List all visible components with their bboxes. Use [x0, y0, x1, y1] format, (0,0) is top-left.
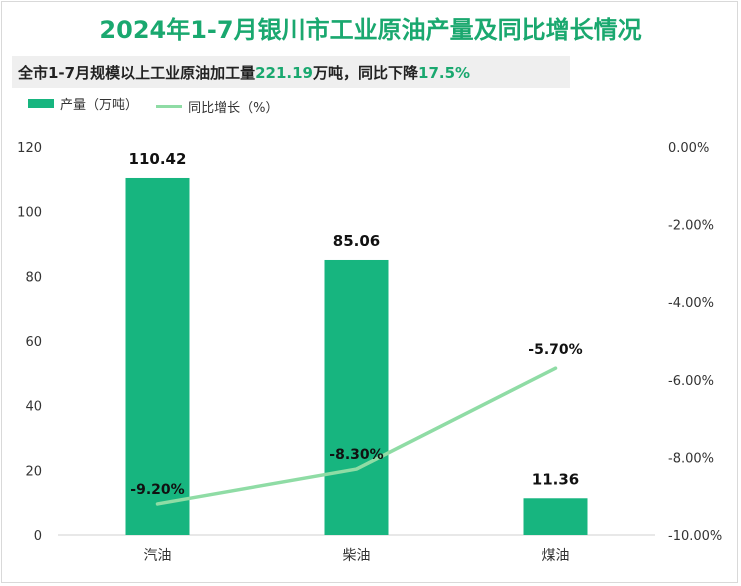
summary-mid: 万吨，同比下降: [313, 64, 419, 82]
legend-line-label: 同比增长（%）: [188, 101, 279, 116]
growth-value-label: -8.30%: [329, 447, 383, 463]
y-left-tick-label: 80: [25, 270, 42, 285]
x-category-label: 汽油: [144, 548, 172, 564]
y-left-tick-label: 60: [25, 335, 42, 350]
legend: 产量（万吨） 同比增长（%）: [28, 94, 293, 116]
y-right-tick-label: -4.00%: [668, 296, 714, 311]
legend-bar-label: 产量（万吨）: [60, 98, 139, 113]
legend-item-line: 同比增长（%）: [156, 97, 279, 116]
y-left-tick-label: 100: [17, 206, 42, 221]
summary-rate: 17.5%: [418, 64, 471, 82]
y-right-tick-label: -8.00%: [668, 451, 714, 466]
x-category-label: 柴油: [343, 548, 371, 564]
growth-value-label: -9.20%: [130, 482, 184, 498]
bar-3: [523, 498, 588, 535]
bar-value-label: 11.36: [532, 470, 579, 488]
growth-value-label: -5.70%: [528, 342, 582, 358]
summary-prefix: 全市1-7月规模以上工业原油加工量: [18, 64, 256, 82]
y-left-tick-label: 120: [17, 141, 42, 156]
growth-point: [355, 467, 358, 471]
bar-value-label: 85.06: [333, 232, 380, 250]
y-right-tick-label: -10.00%: [668, 529, 722, 544]
legend-item-bar: 产量（万吨）: [28, 94, 138, 113]
growth-point: [554, 366, 557, 370]
y-right-tick-label: -2.00%: [668, 219, 714, 234]
y-right-tick-label: 0.00%: [668, 141, 709, 156]
summary-amount: 221.19: [255, 64, 313, 82]
growth-point: [156, 502, 159, 506]
summary-box: [12, 56, 570, 88]
y-right-tick-label: -6.00%: [668, 374, 714, 389]
legend-bar-swatch: [28, 99, 54, 108]
chart-title: 2024年1-7月银川市工业原油产量及同比增长情况: [99, 16, 642, 44]
bar-2: [324, 259, 389, 535]
bar-value-label: 110.42: [129, 150, 187, 168]
summary-text: 全市1-7月规模以上工业原油加工量221.19万吨，同比下降17.5%: [18, 62, 470, 83]
y-left-tick-label: 0: [34, 529, 42, 544]
bar-1: [125, 177, 190, 535]
y-left-tick-label: 40: [25, 400, 42, 415]
x-category-label: 煤油: [542, 548, 570, 564]
y-left-tick-label: 20: [25, 464, 42, 479]
legend-line-swatch: [156, 105, 183, 108]
